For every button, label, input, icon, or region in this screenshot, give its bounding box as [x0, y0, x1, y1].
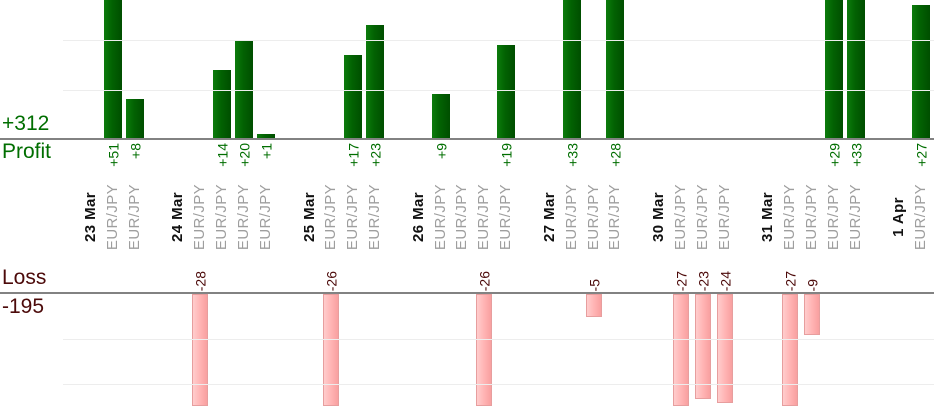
profit-bar[interactable]: [213, 70, 231, 139]
profit-bar[interactable]: [497, 45, 515, 139]
date-label: 30 Mar: [650, 192, 668, 242]
symbol-label: EUR/JPY: [606, 183, 624, 251]
symbol-label: EUR/JPY: [344, 183, 362, 251]
date-label: 23 Mar: [82, 192, 100, 242]
profit-value-label: +9: [433, 143, 450, 159]
loss-value-label: -9: [804, 278, 821, 291]
loss-axis-line: [0, 292, 934, 294]
symbol-label: EUR/JPY: [103, 183, 121, 251]
profit-bar[interactable]: [235, 40, 253, 139]
symbol-label: EUR/JPY: [453, 183, 471, 251]
symbol-label: EUR/JPY: [191, 183, 209, 251]
profit-bar[interactable]: [606, 0, 624, 139]
profit-bar[interactable]: [847, 0, 865, 139]
date-label: 24 Mar: [169, 192, 187, 242]
profit-value-label: +27: [913, 143, 930, 167]
symbol-label: EUR/JPY: [213, 183, 231, 251]
symbol-label: EUR/JPY: [912, 183, 930, 251]
loss-value-label: -26: [476, 270, 493, 291]
loss-axis-title: Loss: [2, 266, 47, 289]
profit-bar[interactable]: [344, 55, 362, 139]
date-label: 27 Mar: [540, 192, 558, 242]
loss-bar[interactable]: [192, 294, 208, 406]
profit-bar[interactable]: [432, 94, 450, 139]
profit-bar[interactable]: [104, 0, 122, 139]
symbol-label: EUR/JPY: [497, 183, 515, 251]
loss-value-label: -27: [673, 270, 690, 291]
profit-bar[interactable]: [825, 0, 843, 139]
symbol-label: EUR/JPY: [584, 183, 602, 251]
loss-bar[interactable]: [804, 294, 820, 335]
profit-plot-area: [0, 0, 934, 139]
symbol-label: EUR/JPY: [125, 183, 143, 251]
profit-bar[interactable]: [257, 134, 275, 139]
loss-value-label: -5: [586, 278, 603, 291]
profit-value-label: +1: [258, 143, 275, 159]
symbol-label: EUR/JPY: [322, 183, 340, 251]
date-label: 25 Mar: [300, 192, 318, 242]
profit-value-label: +14: [214, 143, 231, 167]
loss-bar[interactable]: [586, 294, 602, 317]
profit-bar[interactable]: [126, 99, 144, 139]
symbol-label: EUR/JPY: [256, 183, 274, 251]
loss-plot-area: [0, 294, 934, 406]
loss-value-label: -24: [717, 270, 734, 291]
symbol-label: EUR/JPY: [562, 183, 580, 251]
loss-bar[interactable]: [695, 294, 711, 399]
gridline: [63, 339, 934, 340]
date-label: 1 Apr: [890, 197, 908, 237]
symbol-label: EUR/JPY: [803, 183, 821, 251]
loss-value-label: -27: [782, 270, 799, 291]
loss-bar[interactable]: [323, 294, 339, 406]
profit-bar[interactable]: [912, 5, 930, 139]
loss-bar[interactable]: [673, 294, 689, 406]
profit-value-label: +19: [498, 143, 515, 167]
gridline: [63, 90, 934, 91]
symbol-label: EUR/JPY: [693, 183, 711, 251]
profit-value-label: +20: [236, 143, 253, 167]
profit-bar[interactable]: [366, 25, 384, 139]
loss-value-label: -28: [192, 270, 209, 291]
date-label: 26 Mar: [409, 192, 427, 242]
profit-value-label: +29: [826, 143, 843, 167]
symbol-label: EUR/JPY: [431, 183, 449, 251]
loss-bar[interactable]: [476, 294, 492, 406]
loss-bar[interactable]: [782, 294, 798, 406]
symbol-label: EUR/JPY: [846, 183, 864, 251]
gridline: [63, 384, 934, 385]
profit-value-label: +28: [608, 143, 625, 167]
profit-value-label: +17: [345, 143, 362, 167]
symbol-label: EUR/JPY: [672, 183, 690, 251]
symbol-label: EUR/JPY: [366, 183, 384, 251]
symbol-label: EUR/JPY: [715, 183, 733, 251]
symbol-label: EUR/JPY: [475, 183, 493, 251]
profit-axis-title: Profit: [2, 140, 52, 163]
profit-value-label: +23: [367, 143, 384, 167]
symbol-label: EUR/JPY: [825, 183, 843, 251]
symbol-label: EUR/JPY: [235, 183, 253, 251]
profit-total-value: +312: [2, 112, 50, 135]
loss-bar[interactable]: [717, 294, 733, 403]
profit-value-label: +33: [848, 143, 865, 167]
profit-bar[interactable]: [563, 0, 581, 139]
date-label: 31 Mar: [759, 192, 777, 242]
profit-value-label: +8: [127, 143, 144, 159]
gridline: [63, 40, 934, 41]
loss-value-label: -26: [324, 270, 340, 291]
profit-axis-line: [0, 138, 934, 140]
loss-total-value: -195: [2, 295, 45, 318]
profit-value-label: +33: [564, 143, 581, 167]
symbol-label: EUR/JPY: [781, 183, 799, 251]
loss-value-label: -23: [695, 270, 712, 291]
profit-value-label: +51: [105, 143, 122, 167]
